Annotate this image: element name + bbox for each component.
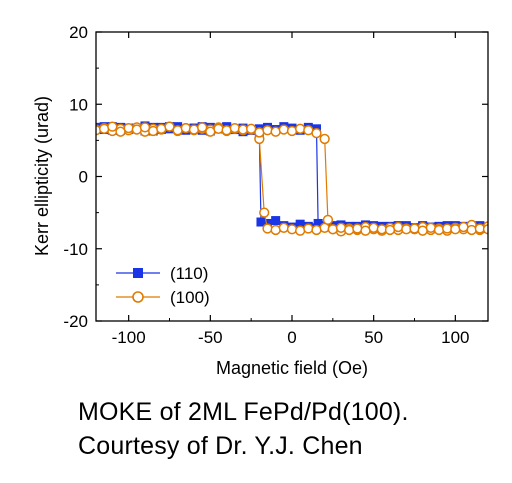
x-tick-label: 50 — [364, 328, 383, 347]
data-point — [311, 128, 322, 139]
data-point — [256, 217, 266, 227]
data-point — [123, 122, 134, 134]
data-point — [295, 123, 306, 134]
x-tick-label: 100 — [441, 328, 469, 347]
legend-marker — [133, 268, 143, 278]
y-tick-label: -10 — [63, 240, 88, 259]
data-point — [278, 222, 289, 233]
data-point — [262, 125, 273, 136]
plot-series — [96, 121, 488, 237]
data-point — [213, 123, 224, 134]
data-point — [246, 123, 257, 134]
x-tick-label: 0 — [287, 328, 296, 347]
data-point — [393, 221, 404, 233]
data-point — [344, 224, 355, 236]
data-point — [188, 124, 200, 135]
data-point — [197, 122, 208, 133]
legend-marker — [132, 291, 144, 303]
series-group — [96, 121, 488, 237]
data-point — [254, 127, 265, 138]
y-axis-label: Kerr ellipticity (urad) — [32, 96, 52, 256]
data-point — [311, 224, 322, 236]
y-tick-label: 10 — [69, 95, 88, 114]
plot-frame — [95, 31, 489, 322]
data-point — [433, 224, 445, 236]
series-1 — [96, 121, 488, 237]
data-point — [313, 218, 323, 228]
data-point — [295, 225, 306, 236]
data-point — [352, 223, 363, 234]
data-point — [107, 121, 118, 132]
series-line — [96, 125, 488, 232]
caption-line-1: MOKE of 2ML FePd/Pd(100). — [78, 398, 409, 426]
caption-line-2: Courtesy of Dr. Y.J. Chen — [78, 432, 363, 460]
data-point — [322, 214, 334, 226]
legend-label: (110) — [170, 264, 208, 283]
data-point — [327, 224, 338, 235]
data-point — [180, 122, 191, 134]
data-point — [278, 124, 289, 135]
legend-label: (100) — [170, 288, 210, 307]
data-point — [286, 125, 298, 137]
data-point — [271, 216, 281, 226]
series-line — [96, 125, 488, 233]
data-point — [319, 133, 330, 145]
data-point — [115, 126, 126, 137]
data-point — [335, 222, 347, 233]
x-axis-label: Magnetic field (Oe) — [216, 358, 368, 378]
y-tick-label: 0 — [79, 168, 88, 187]
data-point — [286, 224, 298, 235]
legend: (110) (100) — [116, 264, 210, 307]
data-point — [262, 223, 273, 234]
data-point — [270, 224, 281, 236]
data-point — [172, 125, 183, 136]
data-point — [156, 123, 167, 134]
y-tick-label: 20 — [69, 23, 88, 42]
data-point — [466, 224, 477, 236]
data-point — [139, 122, 151, 133]
data-point — [450, 224, 461, 235]
data-point — [303, 223, 314, 234]
data-point — [259, 207, 270, 218]
series-0 — [96, 121, 488, 234]
data-point — [131, 124, 142, 135]
series-line — [96, 125, 488, 230]
x-tick-label: -100 — [112, 328, 146, 347]
data-point — [164, 121, 175, 132]
data-point — [368, 222, 379, 233]
data-point — [229, 122, 240, 134]
x-tick-label: -50 — [198, 328, 223, 347]
data-point — [221, 125, 232, 136]
data-point — [295, 219, 305, 229]
data-point — [409, 223, 420, 234]
y-tick-label: -20 — [63, 312, 88, 331]
data-point — [148, 125, 159, 137]
data-point — [99, 123, 110, 134]
data-point — [270, 126, 281, 137]
series-line — [96, 125, 488, 230]
data-point — [425, 222, 436, 233]
data-point — [482, 224, 488, 235]
